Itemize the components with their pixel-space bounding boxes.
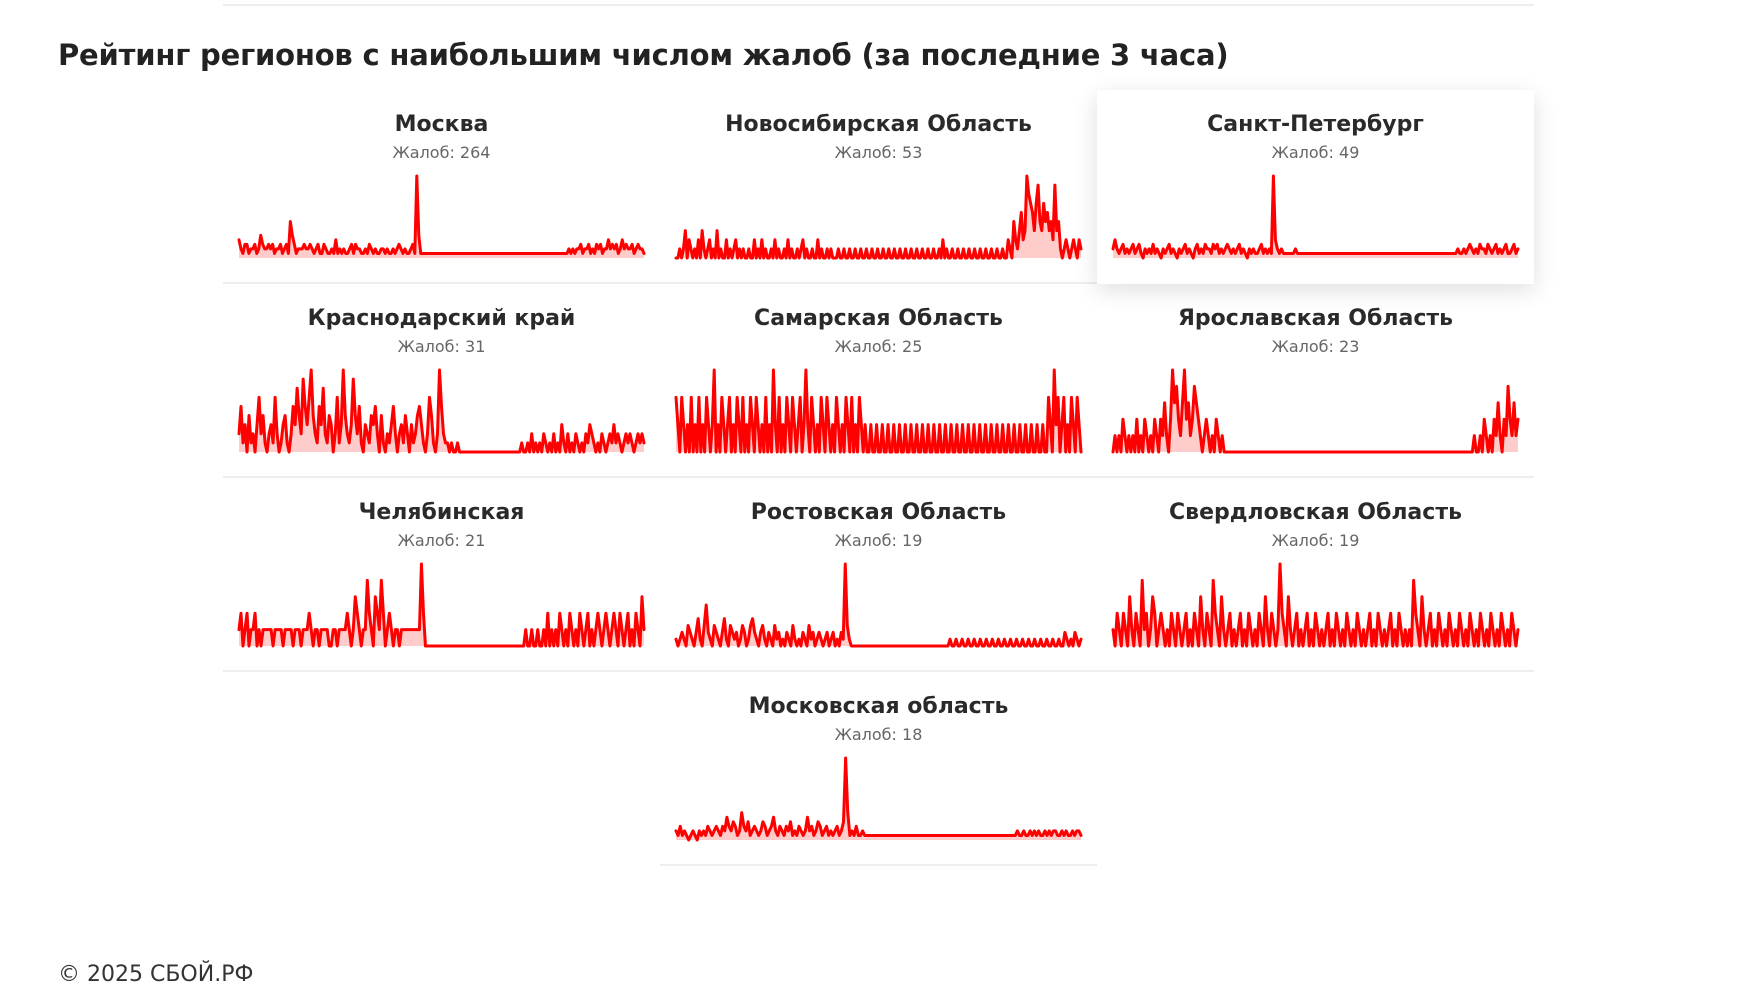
regions-grid: Москва Жалоб: 264 Новосибирская Область … [223,90,1534,866]
region-card[interactable]: Московская область Жалоб: 18 [660,672,1097,866]
sparkline-line [674,368,1083,454]
region-card[interactable]: Санкт-Петербург Жалоб: 49 [1097,90,1534,284]
complaints-count: Жалоб: 21 [397,531,486,550]
complaints-count: Жалоб: 264 [392,143,491,162]
page-title: Рейтинг регионов с наибольшим числом жал… [58,38,1229,72]
sparkline [1111,174,1520,260]
sparkline [237,368,646,454]
region-name: Новосибирская Область [725,112,1032,137]
region-name: Санкт-Петербург [1207,112,1424,137]
sparkline [1111,368,1520,454]
sparkline-area [676,758,1081,840]
region-name: Челябинская [358,500,525,525]
region-card[interactable]: Москва Жалоб: 264 [223,90,660,284]
sparkline-line [674,562,1083,648]
complaints-count: Жалоб: 18 [834,725,923,744]
complaints-count: Жалоб: 23 [1271,337,1360,356]
region-name: Самарская Область [754,306,1003,331]
region-name: Москва [394,112,489,137]
region-card[interactable]: Ростовская Область Жалоб: 19 [660,478,1097,672]
complaints-count: Жалоб: 25 [834,337,923,356]
region-name: Краснодарский край [307,306,576,331]
region-card[interactable]: Краснодарский край Жалоб: 31 [223,284,660,478]
sparkline-area [239,176,644,258]
top-divider [223,0,1534,6]
sparkline [674,756,1083,842]
region-card[interactable]: Свердловская Область Жалоб: 19 [1097,478,1534,672]
sparkline [1111,562,1520,648]
complaints-count: Жалоб: 19 [834,531,923,550]
sparkline-area [1113,176,1518,258]
region-name: Ростовская Область [750,500,1007,525]
sparkline-line [1111,562,1520,648]
sparkline-line [237,174,646,255]
sparkline [237,562,646,648]
sparkline-line [237,368,646,454]
sparkline-line [1111,174,1520,260]
sparkline-line [674,756,1083,842]
sparkline-line [674,174,1083,260]
sparkline [674,368,1083,454]
region-card[interactable]: Новосибирская Область Жалоб: 53 [660,90,1097,284]
region-name: Ярославская Область [1177,306,1454,331]
region-card[interactable]: Ярославская Область Жалоб: 23 [1097,284,1534,478]
complaints-count: Жалоб: 49 [1271,143,1360,162]
complaints-count: Жалоб: 19 [1271,531,1360,550]
sparkline [674,174,1083,260]
region-card[interactable]: Самарская Область Жалоб: 25 [660,284,1097,478]
footer-copyright: © 2025 СБОЙ.РФ [58,962,254,987]
complaints-count: Жалоб: 31 [397,337,486,356]
sparkline-line [237,562,646,648]
sparkline [674,562,1083,648]
complaints-count: Жалоб: 53 [834,143,923,162]
sparkline [237,174,646,258]
region-name: Московская область [748,694,1009,719]
sparkline-line [1111,368,1520,454]
region-card[interactable]: Челябинская Жалоб: 21 [223,478,660,672]
region-name: Свердловская Область [1169,500,1462,525]
